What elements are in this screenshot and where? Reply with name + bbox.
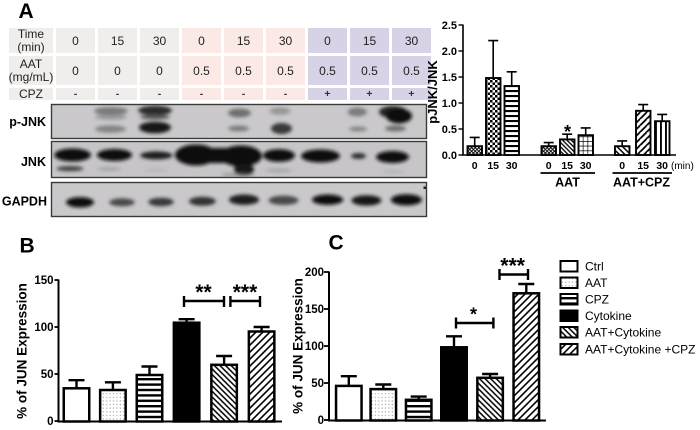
svg-text:100: 100 bbox=[305, 341, 324, 353]
svg-text:***: *** bbox=[500, 255, 525, 278]
svg-text:50: 50 bbox=[311, 378, 324, 390]
svg-text:2.5: 2.5 bbox=[442, 20, 457, 32]
svg-text:*: * bbox=[470, 305, 477, 325]
svg-text:0: 0 bbox=[546, 160, 552, 172]
svg-text:0.5: 0.5 bbox=[442, 124, 457, 136]
svg-text:100: 100 bbox=[34, 322, 53, 334]
svg-text:0: 0 bbox=[318, 415, 324, 427]
svg-text:A: A bbox=[19, 0, 34, 23]
svg-text:1.0: 1.0 bbox=[442, 98, 457, 110]
svg-text:15: 15 bbox=[561, 160, 573, 172]
svg-text:(min): (min) bbox=[671, 161, 694, 172]
svg-text:% of JUN Expression: % of JUN Expression bbox=[15, 283, 30, 419]
svg-text:150: 150 bbox=[34, 275, 53, 287]
svg-text:150: 150 bbox=[305, 304, 324, 316]
svg-text:15: 15 bbox=[487, 160, 499, 172]
svg-text:30: 30 bbox=[580, 160, 592, 172]
svg-text:C: C bbox=[329, 232, 344, 255]
svg-text:**: ** bbox=[195, 281, 212, 304]
svg-text:AAT: AAT bbox=[585, 276, 608, 290]
svg-text:p-JNK: p-JNK bbox=[9, 115, 46, 129]
svg-text:2.0: 2.0 bbox=[442, 46, 457, 58]
svg-text:200: 200 bbox=[305, 267, 324, 279]
svg-text:JNK: JNK bbox=[21, 155, 46, 169]
svg-text:AAT+Cytokine +CPZ: AAT+Cytokine +CPZ bbox=[585, 343, 695, 357]
svg-text:*: * bbox=[564, 122, 571, 142]
svg-text:0: 0 bbox=[47, 416, 53, 428]
svg-text:AAT+CPZ: AAT+CPZ bbox=[613, 176, 670, 190]
svg-text:***: *** bbox=[233, 281, 258, 304]
svg-text:Ctrl: Ctrl bbox=[585, 260, 604, 274]
svg-text:AAT+Cytokine: AAT+Cytokine bbox=[585, 326, 661, 340]
svg-text:AAT: AAT bbox=[555, 176, 580, 190]
svg-text:Cytokine: Cytokine bbox=[585, 309, 632, 323]
svg-text:1.5: 1.5 bbox=[442, 72, 457, 84]
svg-text:0: 0 bbox=[619, 160, 625, 172]
svg-text:0.0: 0.0 bbox=[442, 150, 457, 162]
svg-text:15: 15 bbox=[637, 160, 649, 172]
svg-text:CPZ: CPZ bbox=[585, 293, 609, 307]
svg-text:30: 30 bbox=[506, 160, 518, 172]
svg-text:50: 50 bbox=[41, 369, 54, 381]
svg-text:0: 0 bbox=[472, 160, 478, 172]
svg-text:30: 30 bbox=[656, 160, 668, 172]
svg-text:% of JUN Expression: % of JUN Expression bbox=[291, 278, 306, 414]
svg-text:GAPDH: GAPDH bbox=[2, 195, 47, 209]
svg-text:pJNK/JNK: pJNK/JNK bbox=[425, 60, 440, 124]
svg-text:B: B bbox=[20, 235, 35, 258]
